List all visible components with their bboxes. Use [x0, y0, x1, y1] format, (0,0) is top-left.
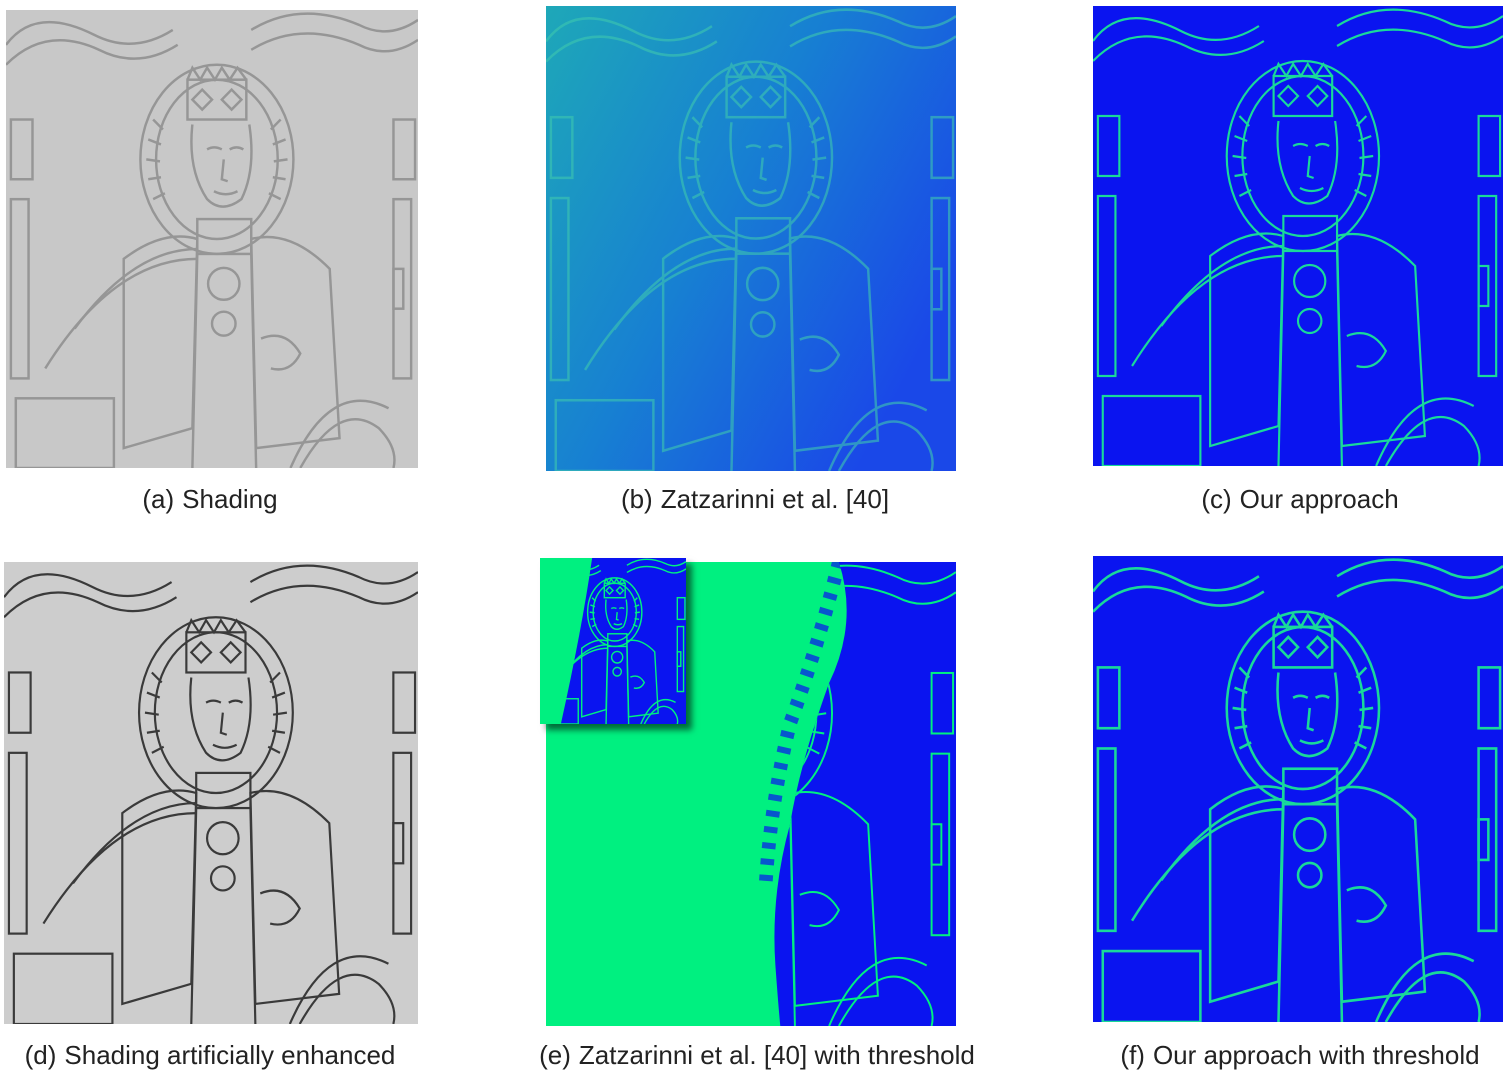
our-approach-threshold-image	[1093, 556, 1503, 1022]
caption-f: (f) Our approach with threshold	[1120, 1040, 1480, 1070]
caption-b: (b) Zatzarinni et al. [40]	[620, 484, 890, 514]
zatzarinni-inset-image	[540, 558, 686, 724]
caption-e: (e) Zatzarinni et al. [40] with threshold	[539, 1040, 975, 1070]
shading-image	[6, 10, 418, 468]
zatzarinni-heatmap-image	[546, 6, 956, 471]
caption-c: (c) Our approach	[1201, 484, 1399, 514]
caption-a: (a) Shading	[142, 484, 278, 514]
our-approach-image	[1093, 6, 1503, 466]
caption-d: (d) Shading artificially enhanced	[24, 1040, 396, 1070]
shading-enhanced-image	[4, 562, 418, 1024]
